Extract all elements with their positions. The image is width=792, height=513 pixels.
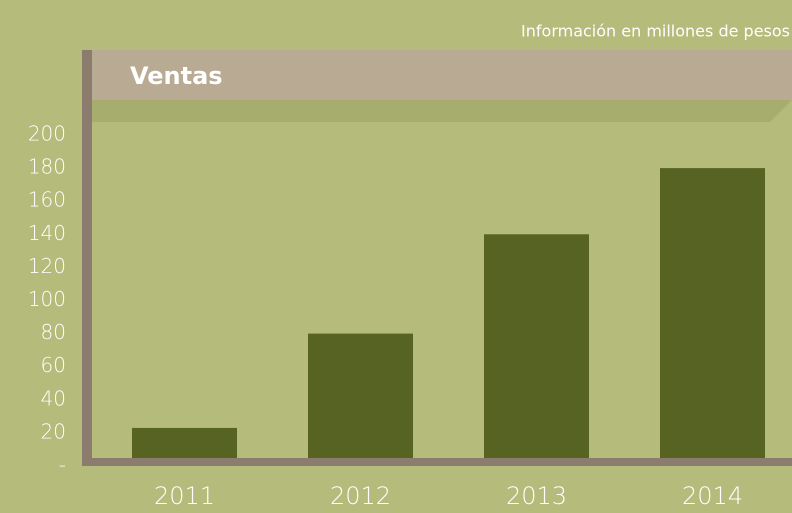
x-axis-bar xyxy=(82,458,792,466)
y-tick-label: 160 xyxy=(28,188,66,212)
banner-shadow xyxy=(92,100,792,122)
chart-title: Ventas xyxy=(130,62,223,90)
y-tick-label: - xyxy=(59,453,66,477)
x-tick-label: 2012 xyxy=(330,482,391,510)
y-tick-label: 180 xyxy=(28,155,66,179)
x-tick-label: 2014 xyxy=(682,482,743,510)
y-tick-label: 60 xyxy=(41,353,66,377)
y-tick-label: 80 xyxy=(41,320,66,344)
bar xyxy=(484,234,589,466)
bar xyxy=(660,168,765,466)
y-tick-label: 120 xyxy=(28,254,66,278)
y-tick-label: 140 xyxy=(28,221,66,245)
y-tick-label: 20 xyxy=(41,419,66,443)
y-tick-label: 40 xyxy=(41,386,66,410)
x-tick-label: 2011 xyxy=(154,482,215,510)
subtitle: Información en millones de pesos xyxy=(521,22,790,41)
x-tick-label: 2013 xyxy=(506,482,567,510)
banner xyxy=(92,50,792,100)
y-tick-label: 100 xyxy=(28,287,66,311)
bar xyxy=(308,333,413,466)
y-tick-label: 200 xyxy=(28,122,66,146)
y-axis-bar xyxy=(82,50,92,466)
